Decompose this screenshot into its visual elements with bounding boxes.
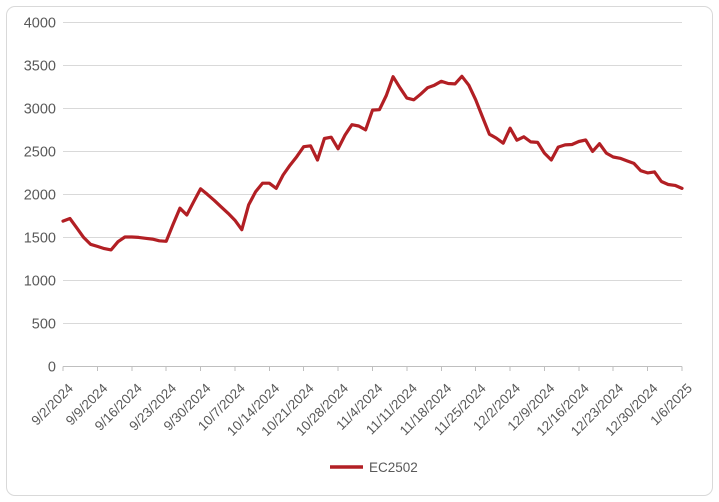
y-tick-label: 4000 <box>24 15 56 31</box>
y-tick-label: 2000 <box>24 187 56 203</box>
y-tick-label: 2500 <box>24 144 56 160</box>
series-line-ec2502 <box>61 74 684 252</box>
y-tick-label: 500 <box>32 316 56 332</box>
y-tick-label: 0 <box>48 359 56 375</box>
legend-label[interactable]: EC2502 <box>369 460 418 475</box>
y-tick-label: 1500 <box>24 230 56 246</box>
y-tick-label: 3500 <box>24 58 56 74</box>
y-tick-label: 1000 <box>24 273 56 289</box>
y-tick-label: 3000 <box>24 101 56 117</box>
